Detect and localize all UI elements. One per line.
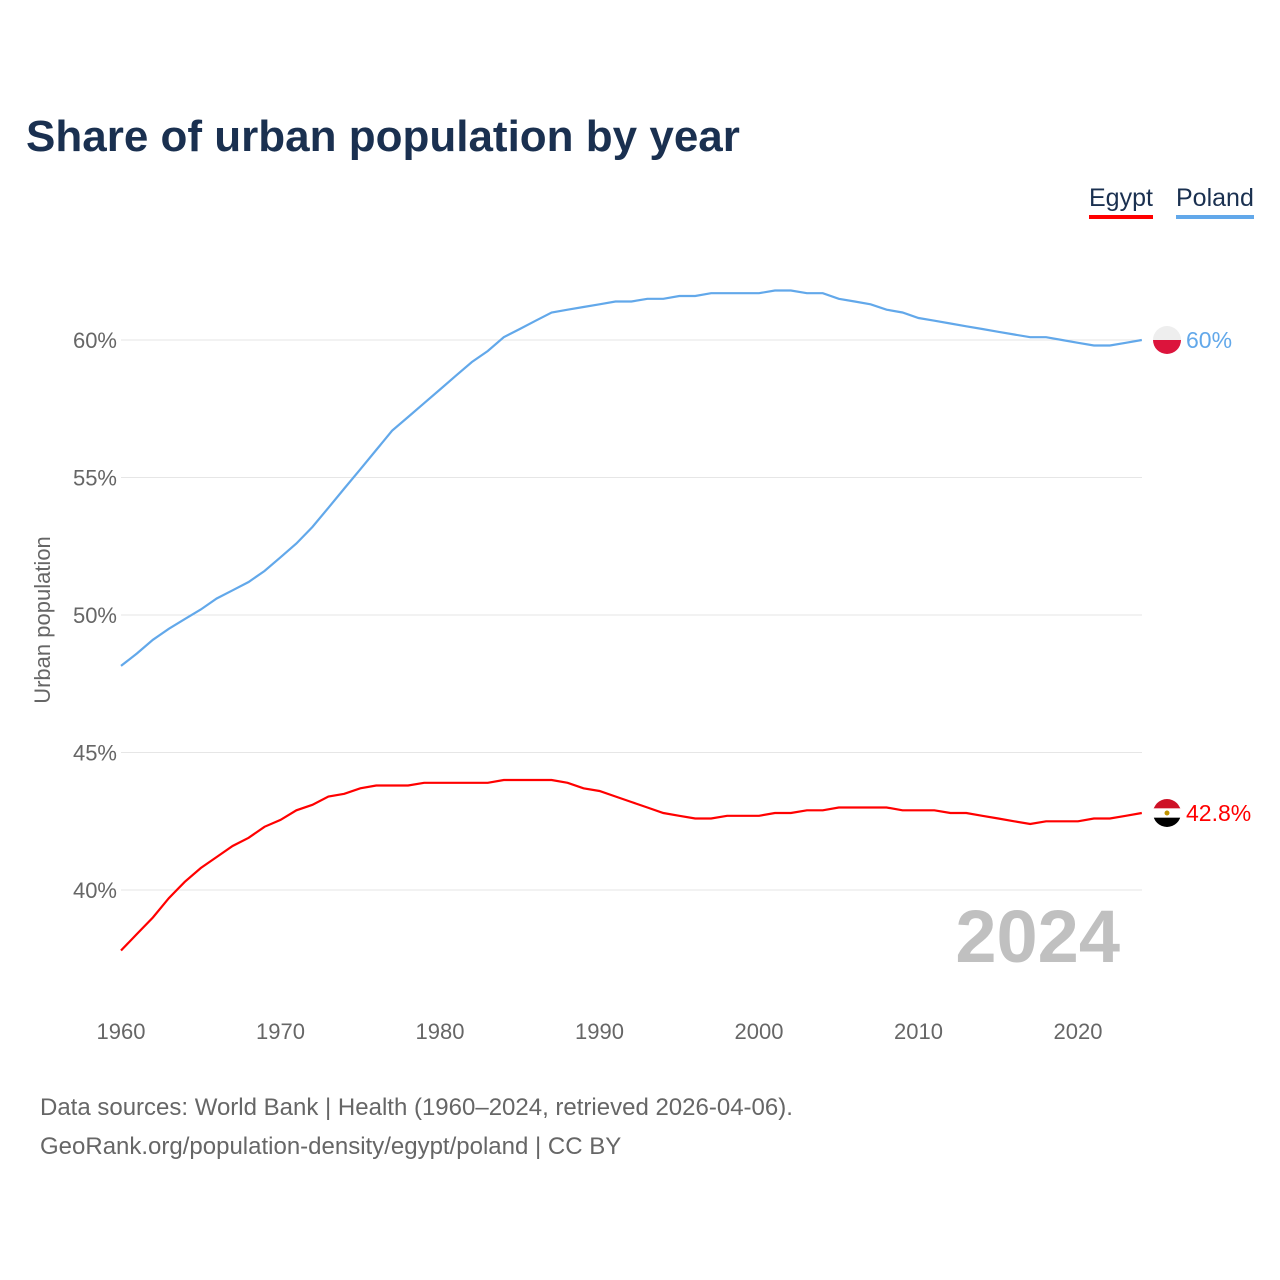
y-tick-label: 60% [73,328,117,353]
year-watermark: 2024 [955,895,1120,978]
egypt-flag-icon [1153,799,1181,827]
legend-egypt[interactable]: Egypt [1089,184,1153,219]
source-note: Data sources: World Bank | Health (1960–… [40,1088,793,1166]
series-line-egypt [120,778,1142,952]
x-tick-label: 1970 [256,1019,305,1044]
y-axis-label: Urban population [30,536,55,704]
x-tick-label: 2000 [735,1019,784,1044]
y-tick-label: 40% [73,878,117,903]
source-line-1: Data sources: World Bank | Health (1960–… [40,1094,793,1121]
poland-flag-icon [1153,326,1181,354]
source-line-2[interactable]: GeoRank.org/population-density/egypt/pol… [40,1133,622,1160]
y-tick-label: 55% [73,466,117,491]
x-tick-label: 1990 [575,1019,624,1044]
y-tick-label: 45% [73,741,117,766]
end-label-poland: 60% [1186,327,1232,353]
x-tick-label: 2010 [894,1019,943,1044]
chart-title: Share of urban population by year [26,112,740,161]
x-tick-label: 1960 [97,1019,146,1044]
y-tick-label: 50% [73,603,117,628]
end-label-egypt: 42.8% [1186,800,1251,826]
x-tick-label: 2020 [1054,1019,1103,1044]
legend-poland[interactable]: Poland [1176,184,1254,219]
series-line-poland [120,289,1142,667]
x-tick-label: 1980 [416,1019,465,1044]
